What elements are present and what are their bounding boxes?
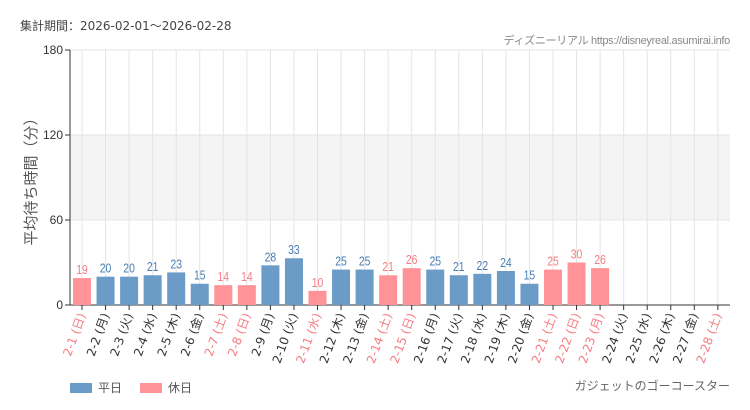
bar (426, 269, 445, 305)
data-label: 10 (312, 276, 324, 290)
bar (237, 285, 256, 305)
bar (355, 269, 374, 305)
bar (214, 285, 233, 305)
data-label: 21 (453, 260, 465, 274)
bar (261, 265, 280, 305)
bar (143, 275, 162, 305)
bar (473, 273, 492, 305)
y-tick-label: 0 (56, 298, 63, 312)
data-label: 25 (547, 255, 559, 269)
bar (544, 269, 562, 305)
data-label: 19 (76, 263, 88, 277)
data-label: 14 (218, 270, 230, 284)
period-label: 集計期間：2026-02-01〜2026-02-28 (20, 19, 232, 33)
data-label: 14 (241, 270, 253, 284)
legend-weekday: 平日 (70, 379, 122, 396)
data-label: 25 (429, 255, 441, 269)
data-label: 25 (335, 255, 347, 269)
bar (332, 269, 351, 305)
data-label: 22 (477, 259, 489, 273)
bar (567, 262, 586, 305)
bar (120, 276, 139, 305)
data-label: 15 (194, 269, 206, 283)
bar (520, 283, 539, 305)
bar (190, 283, 209, 305)
bar (73, 278, 91, 305)
legend-holiday-label: 休日 (168, 381, 193, 395)
data-label: 30 (571, 247, 583, 261)
bar (496, 271, 515, 305)
weekday-swatch (70, 382, 92, 393)
data-label: 25 (359, 255, 371, 269)
bar (402, 268, 421, 305)
y-tick-label: 180 (43, 43, 63, 57)
site-credit: ディズニーリアル https://disneyreal.asumirai.inf… (503, 35, 731, 47)
data-label: 15 (524, 269, 536, 283)
legend: 平日 休日 (70, 379, 192, 396)
bar (96, 276, 115, 305)
attraction-name: ガジェットのゴーコースター (574, 379, 730, 393)
data-label: 28 (265, 250, 277, 264)
data-label: 20 (123, 262, 135, 276)
y-tick-label: 60 (50, 213, 64, 227)
y-tick-label: 120 (43, 128, 63, 142)
data-label: 33 (288, 243, 300, 257)
holiday-swatch (140, 382, 163, 393)
bar (167, 272, 186, 305)
shaded-band (70, 135, 730, 220)
data-label: 21 (147, 260, 159, 274)
legend-holiday: 休日 (140, 379, 192, 396)
data-label: 23 (170, 257, 182, 271)
data-label: 21 (382, 260, 394, 274)
y-axis-label: 平均待ち時間（分） (22, 110, 40, 245)
bar (591, 268, 610, 305)
bar (449, 275, 468, 305)
data-label: 26 (406, 253, 418, 267)
data-label: 20 (100, 262, 112, 276)
bar (379, 275, 398, 305)
data-label: 24 (500, 256, 512, 270)
bar (308, 290, 327, 305)
legend-weekday-label: 平日 (98, 381, 123, 395)
bar (284, 258, 303, 305)
data-label: 26 (594, 253, 606, 267)
